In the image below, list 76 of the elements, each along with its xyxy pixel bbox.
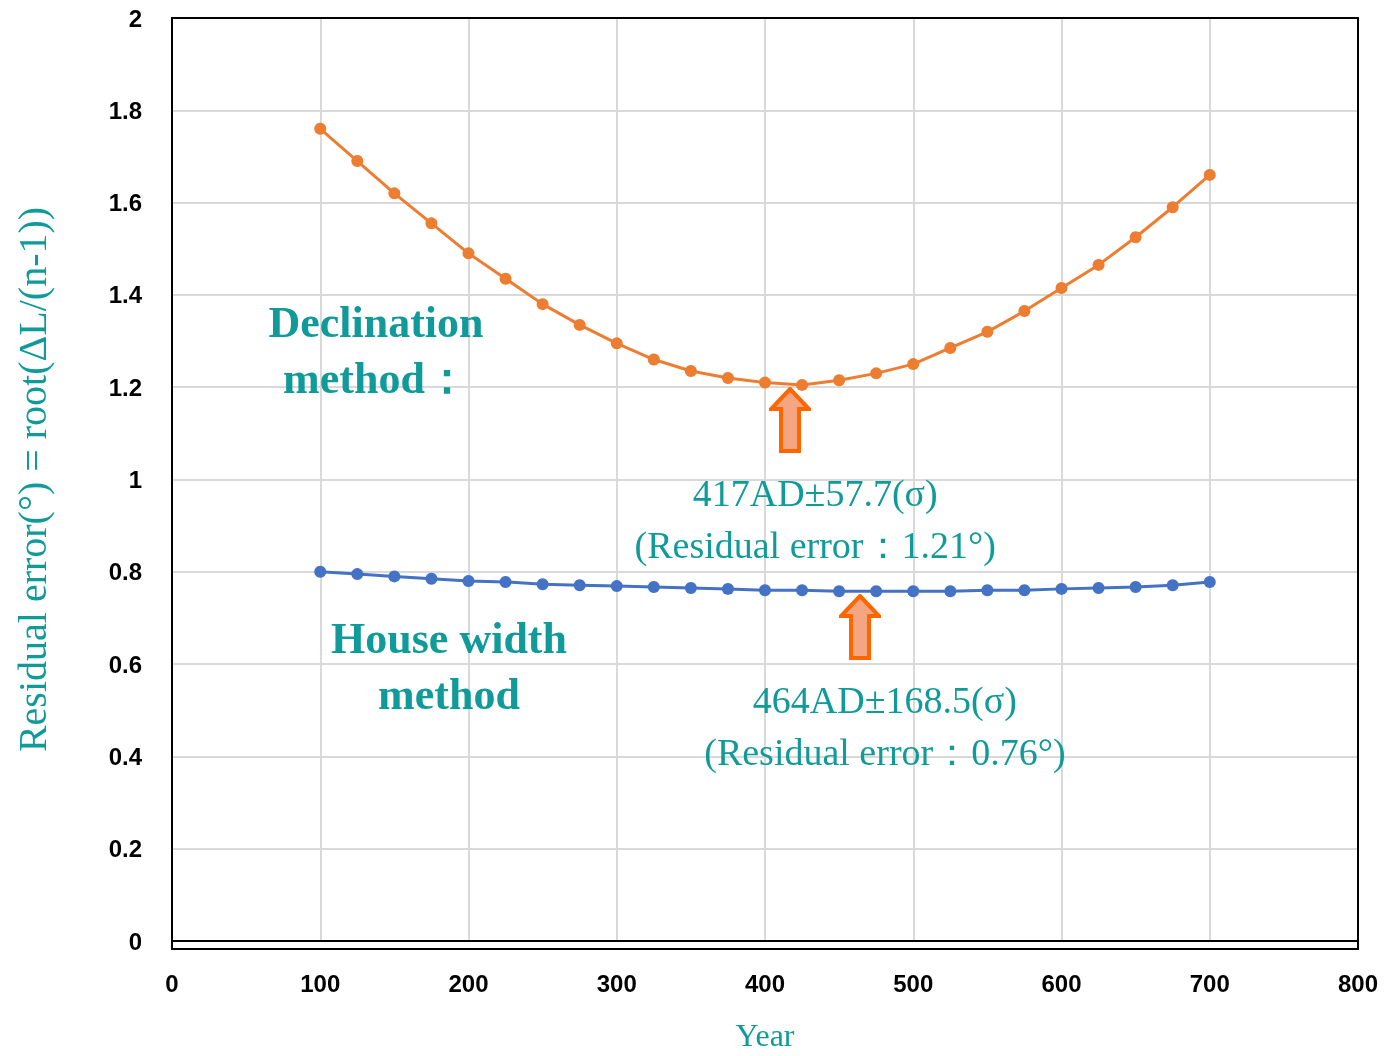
point — [351, 155, 364, 168]
point — [610, 337, 623, 350]
point — [1129, 231, 1142, 244]
point — [425, 572, 438, 585]
point — [314, 565, 327, 578]
x-tick-label: 0 — [165, 969, 179, 997]
point — [759, 584, 771, 597]
x-tick-label: 800 — [1337, 969, 1379, 997]
point — [1203, 575, 1216, 588]
point — [981, 325, 994, 338]
x-tick-label: 500 — [893, 969, 934, 997]
y-tick-label: 0 — [128, 927, 142, 955]
point — [388, 570, 401, 583]
y-tick-label: 1.2 — [108, 373, 142, 401]
point — [647, 353, 660, 366]
point — [1166, 201, 1179, 214]
point — [1203, 168, 1216, 181]
point — [1018, 584, 1031, 597]
point — [647, 581, 660, 594]
x-tick-label: 400 — [744, 969, 786, 997]
y-tick-label: 1.6 — [108, 189, 142, 217]
x-tick-label: 100 — [300, 969, 341, 997]
point — [1055, 582, 1068, 595]
point — [833, 374, 846, 387]
point — [1055, 281, 1068, 294]
point — [351, 568, 364, 581]
point — [573, 579, 586, 592]
point — [684, 365, 697, 378]
point — [870, 367, 883, 380]
point — [796, 584, 809, 597]
point — [536, 298, 549, 311]
annotation: 464AD±168.5(σ) (Residual error：0.76°) — [704, 679, 1066, 775]
point — [462, 575, 475, 588]
x-tick-label: 300 — [596, 969, 637, 997]
point — [425, 217, 438, 230]
y-tick-label: 1.8 — [108, 96, 142, 124]
point — [1018, 305, 1031, 318]
point — [759, 376, 771, 389]
x-axis-title: Year — [735, 1017, 795, 1053]
annotation: House width method — [331, 613, 567, 719]
point — [721, 371, 734, 384]
y-tick-label: 1 — [128, 466, 142, 493]
point — [610, 580, 623, 593]
point — [314, 122, 327, 135]
x-tick-label: 200 — [448, 969, 489, 997]
point — [1092, 258, 1105, 271]
annotation: Declination method： — [268, 297, 484, 403]
y-tick-label: 1.4 — [108, 281, 143, 309]
point — [1166, 579, 1179, 592]
y-tick-label: 0.8 — [108, 558, 142, 586]
point — [907, 585, 920, 598]
x-tick-label: 700 — [1189, 969, 1230, 997]
y-tick-label: 0.2 — [108, 835, 142, 863]
point — [721, 582, 734, 595]
point — [870, 585, 883, 598]
y-tick-label: 0.4 — [108, 742, 143, 770]
point — [499, 575, 512, 588]
annotation: 417AD±57.7(σ) (Residual error：1.21°) — [634, 471, 996, 567]
point — [1129, 581, 1142, 594]
point — [573, 318, 586, 331]
point — [684, 581, 697, 594]
point — [833, 585, 846, 598]
point — [796, 378, 809, 391]
point — [944, 341, 957, 354]
point — [536, 578, 549, 591]
point — [944, 585, 957, 598]
point — [462, 247, 475, 260]
y-tick-label: 0.6 — [108, 650, 142, 678]
point — [981, 584, 994, 597]
x-tick-label: 600 — [1041, 969, 1082, 997]
y-tick-label: 2 — [128, 4, 142, 32]
y-axis-title: Residual error(°) = root(ΔL/(n-1)) — [9, 206, 55, 753]
point — [499, 272, 512, 285]
point — [1092, 581, 1105, 594]
point — [388, 187, 401, 200]
point — [907, 358, 920, 371]
